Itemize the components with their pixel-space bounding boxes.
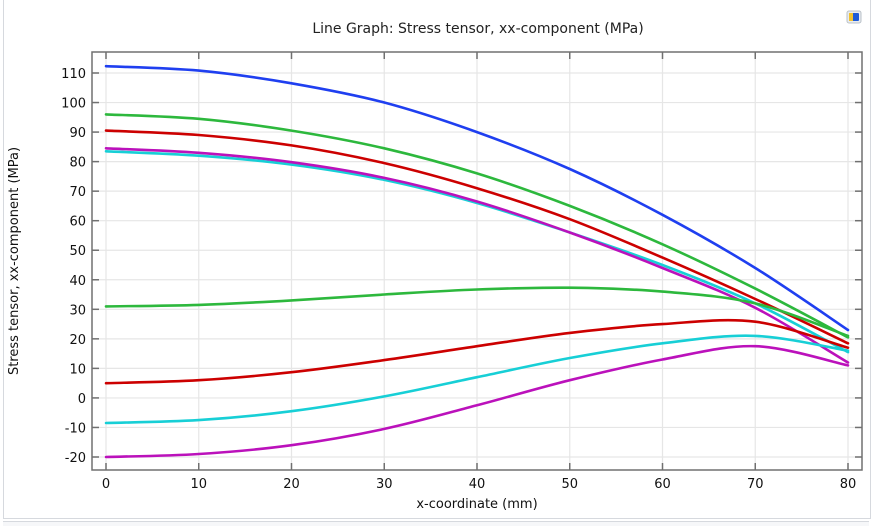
y-tick-label: -20 (65, 451, 86, 466)
x-tick-label: 80 (840, 477, 857, 492)
y-axis-ticks: -20 -10 0 10 20 30 40 50 60 70 80 90 100 110 (61, 67, 862, 466)
image-export-icon[interactable] (846, 9, 862, 25)
series-line-red-lower (104, 318, 850, 385)
y-tick-label: 0 (78, 392, 86, 407)
x-axis-label: x-coordinate (mm) (416, 497, 537, 512)
graph-panel (3, 0, 871, 519)
series-line-green-lower (104, 286, 850, 338)
panel-bottom-border (3, 521, 869, 526)
y-tick-label: 40 (69, 274, 86, 289)
y-tick-label: 80 (69, 156, 86, 171)
y-tick-label: 50 (69, 244, 86, 259)
x-tick-label: 30 (376, 477, 393, 492)
x-tick-label: 40 (469, 477, 486, 492)
y-tick-label: 110 (61, 67, 86, 82)
y-tick-label: 100 (61, 97, 86, 112)
x-axis-ticks: 0 10 20 30 40 50 60 70 80 (102, 52, 856, 492)
series-line-cyan-upper (104, 150, 850, 354)
y-tick-label: 90 (69, 126, 86, 141)
y-tick-label: 10 (69, 362, 86, 377)
series-line-green-upper (104, 113, 850, 339)
y-tick-label: 60 (69, 215, 86, 230)
series-line-blue (104, 64, 850, 332)
x-tick-label: 0 (102, 477, 110, 492)
x-tick-label: 50 (561, 477, 578, 492)
y-axis-label: Stress tensor, xx-component (MPa) (7, 147, 22, 375)
series-group (104, 64, 850, 459)
series-line-magenta-lower (104, 344, 850, 459)
x-tick-label: 10 (190, 477, 207, 492)
y-tick-label: 30 (69, 303, 86, 318)
chart-title: Line Graph: Stress tensor, xx-component … (312, 21, 643, 37)
y-tick-label: 70 (69, 185, 86, 200)
y-tick-label: 20 (69, 333, 86, 348)
grid-lines (92, 52, 862, 470)
series-line-cyan-lower (104, 334, 850, 425)
x-tick-label: 20 (283, 477, 300, 492)
x-tick-label: 70 (747, 477, 764, 492)
x-tick-label: 60 (654, 477, 671, 492)
series-line-red-upper (104, 129, 850, 345)
y-tick-label: -10 (65, 421, 86, 436)
